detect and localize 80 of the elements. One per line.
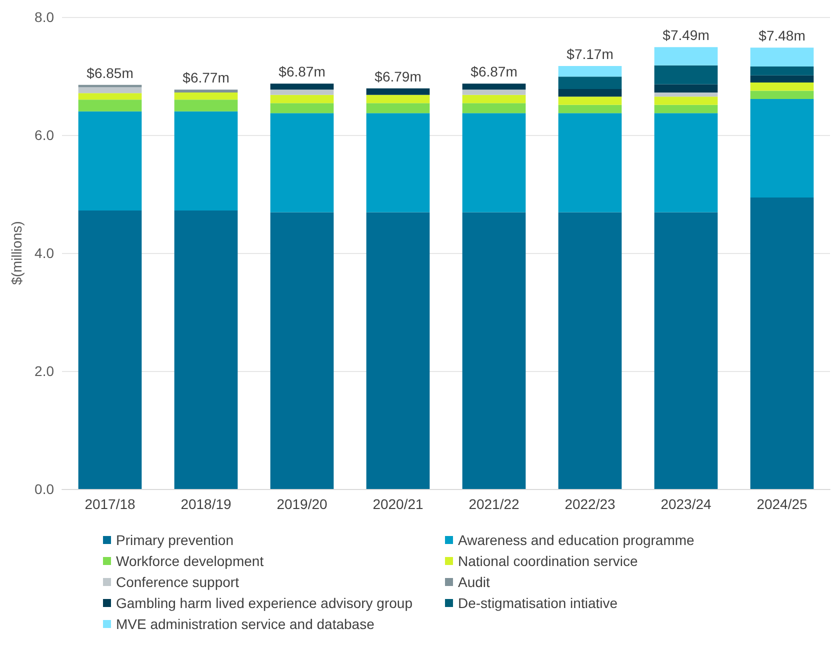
bar (174, 90, 238, 93)
bar (750, 48, 814, 67)
bar (558, 96, 622, 105)
bar (558, 66, 622, 77)
bar (462, 84, 526, 90)
y-tick-label: 6.0 (34, 127, 54, 143)
total-label: $7.49m (662, 27, 710, 44)
bar (78, 87, 142, 94)
bar (366, 113, 430, 212)
total-label: $7.17m (566, 46, 614, 62)
bar (558, 76, 622, 89)
bar (750, 90, 814, 100)
bar (654, 92, 718, 97)
x-tick-label: 2024/25 (756, 496, 808, 512)
bar (462, 94, 526, 104)
bar (270, 94, 334, 104)
bar (462, 103, 526, 114)
legend-label: Conference support (116, 574, 240, 590)
bar (78, 111, 142, 211)
bar (654, 104, 718, 114)
legend-label: Audit (458, 574, 490, 590)
x-tick-label: 2019/20 (276, 496, 328, 512)
bar (750, 99, 814, 198)
legend-label: MVE administration service and database (116, 616, 375, 632)
bar (462, 113, 526, 212)
bar (174, 111, 238, 211)
bar (174, 210, 238, 489)
bar (270, 212, 334, 489)
bar (654, 47, 718, 66)
bar (462, 212, 526, 489)
legend-label: Workforce development (116, 553, 264, 569)
bar (750, 75, 814, 82)
x-tick-label: 2021/22 (468, 496, 520, 512)
bar (654, 212, 718, 489)
total-label: $6.85m (86, 64, 134, 81)
bar (558, 113, 622, 212)
total-label: $6.79m (374, 68, 422, 84)
bar (174, 100, 238, 112)
bar (750, 66, 814, 76)
total-label: $7.48m (758, 28, 806, 44)
y-tick-label: 8.0 (34, 9, 54, 25)
legend-label: Primary prevention (116, 532, 234, 548)
bar (270, 84, 334, 90)
x-tick-label: 2018/19 (180, 496, 232, 512)
bar (558, 212, 622, 489)
bar (366, 212, 430, 489)
bar (750, 198, 814, 489)
bar (654, 113, 718, 212)
total-label: $6.87m (278, 64, 326, 80)
bar (366, 88, 430, 95)
bar (462, 90, 526, 95)
legend-label: De-stigmatisation intiative (458, 595, 618, 611)
x-tick-label: 2020/21 (372, 496, 424, 512)
bar (78, 210, 142, 489)
bar (750, 82, 814, 91)
bar (654, 84, 718, 93)
y-axis-title: $(millions) (8, 221, 25, 285)
legend-label: Awareness and education programme (458, 532, 695, 548)
total-label: $6.77m (182, 70, 230, 86)
y-tick-label: 2.0 (34, 363, 54, 379)
bar (654, 65, 718, 84)
bar (366, 94, 430, 104)
y-tick-label: 4.0 (34, 245, 54, 261)
bar (558, 104, 622, 114)
bar (78, 93, 142, 100)
x-tick-label: 2022/23 (564, 496, 616, 512)
legend-label: National coordination service (458, 553, 638, 569)
bar (270, 103, 334, 114)
x-tick-label: 2023/24 (660, 496, 712, 512)
x-tick-label: 2017/18 (84, 496, 136, 512)
bar (654, 96, 718, 105)
bar (270, 90, 334, 95)
bar (558, 88, 622, 97)
total-label: $6.87m (470, 64, 518, 80)
y-tick-label: 0.0 (34, 481, 54, 497)
bar (78, 100, 142, 112)
legend-label: Gambling harm lived experience advisory group (116, 595, 413, 611)
bar (174, 92, 238, 100)
bar (366, 103, 430, 114)
bar (270, 113, 334, 212)
